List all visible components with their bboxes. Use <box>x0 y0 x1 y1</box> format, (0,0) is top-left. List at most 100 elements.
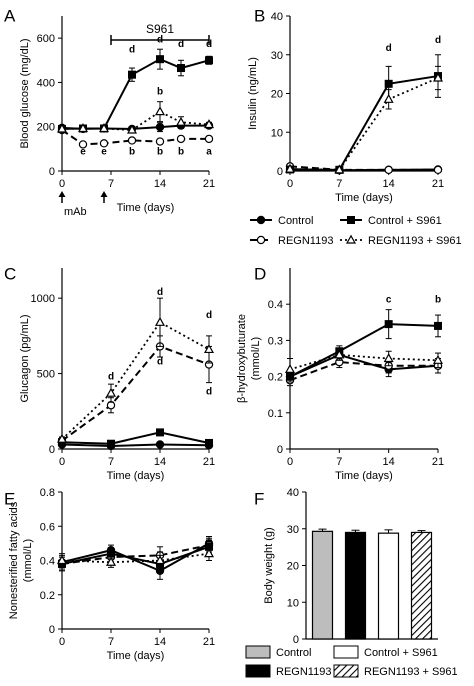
y-tick-label: 0 <box>49 444 55 456</box>
significance-label: d <box>178 39 184 50</box>
y-axis-label: β-hydroxybuturate <box>236 314 248 403</box>
y-tick-label: 0 <box>49 624 55 636</box>
y-tick-label: 0 <box>293 634 299 646</box>
y-tick-label: 0 <box>277 444 283 456</box>
x-tick-label: 7 <box>336 178 342 190</box>
series-line <box>289 75 439 171</box>
y-tick-label: 20 <box>271 89 283 101</box>
series-regn <box>285 162 443 175</box>
x-tick-label: 0 <box>59 178 65 190</box>
panel-label: C <box>4 264 16 283</box>
y-tick-label: 0.2 <box>268 372 283 384</box>
series-line <box>61 544 210 565</box>
bar-1 <box>344 531 367 640</box>
data-point <box>156 55 164 64</box>
significance-label: b <box>129 146 135 157</box>
data-point <box>383 93 394 103</box>
series-line <box>61 545 210 565</box>
legend-label: REGN1193 <box>276 666 331 678</box>
data-point <box>177 64 185 73</box>
series-line <box>61 345 210 442</box>
x-tick-label: 21 <box>203 636 215 648</box>
y-tick-label: 10 <box>287 597 299 609</box>
data-point <box>127 136 137 145</box>
data-point <box>107 439 115 448</box>
y-tick-label: 0 <box>49 166 55 178</box>
data-point <box>204 134 214 144</box>
series-line <box>61 58 210 130</box>
data-point <box>99 139 109 148</box>
x-tick-label: 0 <box>287 178 293 190</box>
data-point <box>384 79 393 88</box>
y-tick-label: 0.1 <box>268 408 283 420</box>
y-tick-label: 0.3 <box>268 335 283 347</box>
series-control-s961 <box>58 48 213 133</box>
data-point <box>107 549 115 558</box>
series-line <box>289 353 439 371</box>
data-point <box>155 122 165 132</box>
series-regn-s961 <box>284 65 444 174</box>
data-point <box>433 165 443 175</box>
series-control-s961 <box>58 539 213 573</box>
panel-a: A 0 200 400 600 Blood glucose (mg/dL) 0 7 14 21 Ti… <box>4 6 215 218</box>
data-point <box>154 316 166 326</box>
significance-label: d <box>157 287 163 298</box>
x-tick-label: 7 <box>108 456 114 468</box>
data-point <box>203 548 215 558</box>
significance-label: e <box>101 146 107 157</box>
legend-marker <box>345 234 357 244</box>
data-point <box>432 72 444 82</box>
x-axis-label: Time (days) <box>117 202 175 214</box>
significance-label: d <box>206 310 212 321</box>
data-point <box>176 134 186 144</box>
data-point <box>56 555 68 565</box>
legend-label: Control <box>276 647 311 659</box>
legend-swatch <box>245 645 271 659</box>
x-tick-label: 7 <box>108 636 114 648</box>
x-tick-label: 14 <box>383 178 395 190</box>
x-tick-label: 0 <box>287 456 293 468</box>
y-tick-label: 1000 <box>31 293 55 305</box>
panel-f: F 0 10 20 30 40 Body weight (g) <box>254 487 438 646</box>
data-point <box>56 433 68 443</box>
data-point <box>432 354 444 364</box>
dose-label: mAb <box>64 206 87 218</box>
data-point <box>154 106 166 116</box>
data-point <box>155 137 165 146</box>
x-axis-label: Time (days) <box>107 650 165 662</box>
significance-label: a <box>206 146 212 157</box>
y-tick-label: 30 <box>271 50 283 62</box>
significance-label: b <box>178 146 184 157</box>
y-tick-label: 400 <box>37 77 55 89</box>
y-axis-label: Body weight (g) <box>263 527 275 603</box>
series-regn-s961 <box>56 297 215 443</box>
data-point <box>384 165 393 175</box>
series-regn <box>57 125 214 149</box>
data-point <box>434 321 442 330</box>
y-tick-label: 0.2 <box>40 590 55 602</box>
legend-label: Control + S961 <box>368 215 442 227</box>
panel-label: A <box>4 6 16 25</box>
data-point <box>98 123 110 133</box>
data-point <box>334 164 345 174</box>
y-tick-label: 500 <box>37 369 55 381</box>
data-point <box>126 124 138 134</box>
data-point <box>284 163 296 173</box>
data-point <box>384 320 393 329</box>
x-tick-label: 14 <box>154 636 166 648</box>
y-tick-label: 0.4 <box>40 556 55 568</box>
x-axis-label: Time (days) <box>335 470 393 482</box>
y-axis-label: Blood glucose (mg/dL) <box>19 38 31 148</box>
y-tick-label: 10 <box>271 127 283 139</box>
series-line <box>61 321 210 440</box>
significance-label: b <box>157 146 163 157</box>
panel-label: F <box>254 489 264 508</box>
legend-swatch <box>333 664 359 678</box>
panel-label: E <box>4 489 15 508</box>
x-tick-label: 7 <box>108 178 114 190</box>
legend-label: REGN1193 + S961 <box>364 666 458 678</box>
x-tick-label: 21 <box>432 456 444 468</box>
series-line <box>289 353 439 378</box>
data-point <box>334 349 345 359</box>
